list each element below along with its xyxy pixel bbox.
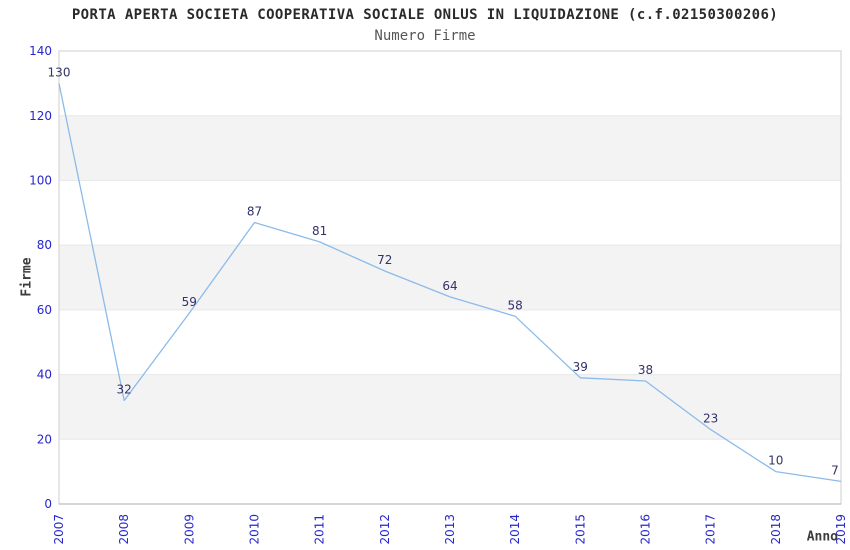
y-tick-label: 140 bbox=[29, 44, 52, 58]
plot-band bbox=[59, 245, 841, 310]
x-tick-label: 2010 bbox=[248, 514, 262, 545]
y-tick-label: 20 bbox=[37, 432, 52, 446]
plot-band bbox=[59, 115, 841, 181]
data-label: 38 bbox=[638, 363, 653, 377]
data-label: 7 bbox=[831, 463, 839, 477]
y-tick-label: 120 bbox=[29, 109, 52, 123]
x-tick-label: 2009 bbox=[182, 514, 196, 545]
data-label: 87 bbox=[247, 205, 262, 219]
x-tick-label: 2007 bbox=[52, 514, 66, 545]
x-tick-label: 2014 bbox=[508, 514, 522, 545]
series-line bbox=[58, 83, 842, 483]
chart-title: PORTA APERTA SOCIETA COOPERATIVA SOCIALE… bbox=[71, 7, 779, 23]
data-label: 58 bbox=[508, 298, 523, 312]
y-tick-label: 100 bbox=[29, 174, 52, 188]
data-label: 72 bbox=[377, 253, 392, 267]
x-tick-label: 2008 bbox=[117, 514, 131, 545]
x-axis-title: Anno bbox=[806, 529, 838, 545]
data-label: 130 bbox=[48, 65, 71, 79]
chart-subtitle: Numero Firme bbox=[374, 28, 476, 44]
y-tick-label: 40 bbox=[37, 368, 52, 382]
x-tick-label: 2013 bbox=[443, 514, 457, 545]
plot-band bbox=[59, 374, 841, 440]
x-tick-label: 2017 bbox=[704, 514, 718, 545]
y-tick-label: 60 bbox=[37, 303, 52, 317]
y-tick-label: 0 bbox=[44, 497, 52, 511]
data-label: 23 bbox=[703, 412, 718, 426]
data-label: 39 bbox=[573, 360, 588, 374]
data-label: 81 bbox=[312, 224, 327, 238]
x-tick-label: 2016 bbox=[639, 514, 653, 545]
y-tick-label: 80 bbox=[37, 238, 52, 252]
x-tick-label: 2012 bbox=[378, 514, 392, 545]
x-tick-label: 2019 bbox=[834, 514, 848, 545]
data-label: 10 bbox=[768, 454, 783, 468]
x-tick-label: 2011 bbox=[313, 514, 327, 545]
data-label: 64 bbox=[442, 279, 457, 293]
x-tick-label: 2015 bbox=[573, 514, 587, 545]
data-label: 32 bbox=[117, 383, 132, 397]
x-tick-label: 2018 bbox=[769, 514, 783, 545]
data-label: 59 bbox=[182, 295, 197, 309]
